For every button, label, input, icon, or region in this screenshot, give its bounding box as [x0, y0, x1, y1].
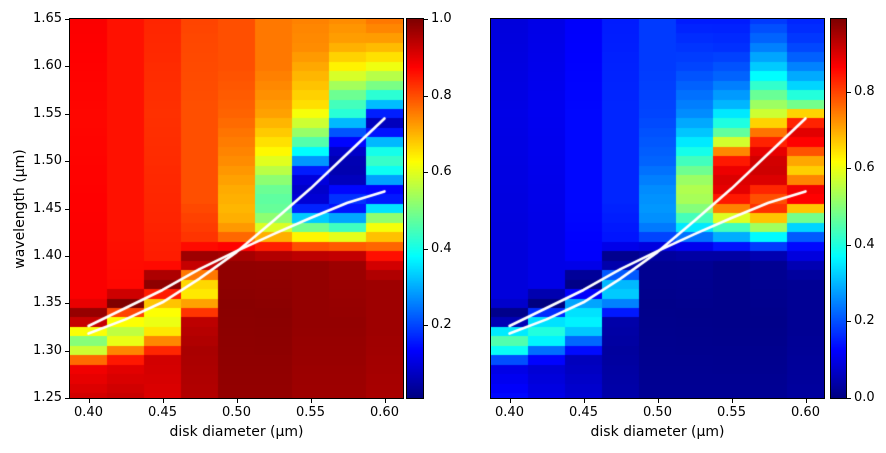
colorbar-tick-label: 0.4: [431, 240, 452, 256]
y-tick-label: 1.40: [33, 247, 62, 263]
x-tick-mark: [509, 399, 511, 403]
y-tick-label: 1.35: [33, 295, 62, 311]
colorbar-tick-mark: [424, 325, 428, 327]
colorbar-tick-label: 0.6: [854, 160, 875, 176]
y-tick-mark: [65, 113, 69, 115]
y-axis-label: wavelength (μm): [12, 148, 28, 269]
right-x-axis-label: disk diameter (μm): [590, 424, 725, 440]
y-tick-mark: [65, 208, 69, 210]
right-colorbar: [831, 19, 846, 398]
colorbar-tick-mark: [847, 398, 851, 399]
colorbar-tick-label: 0.6: [431, 164, 452, 180]
colorbar-tick-label: 0.2: [431, 317, 452, 333]
y-tick-label: 1.60: [33, 58, 62, 74]
y-tick-label: 1.55: [33, 105, 62, 121]
colorbar-tick-mark: [424, 19, 428, 20]
x-tick-mark: [731, 399, 733, 403]
y-tick-mark: [65, 398, 69, 399]
colorbar-tick-mark: [847, 91, 851, 93]
colorbar-tick-label: 0.8: [854, 83, 875, 99]
x-tick-label: 0.60: [370, 405, 399, 420]
x-tick-mark: [657, 399, 659, 403]
y-tick-mark: [65, 66, 69, 68]
x-tick-mark: [310, 399, 312, 403]
x-tick-mark: [384, 399, 386, 403]
left-colorbar: [407, 19, 423, 398]
x-tick-mark: [88, 399, 90, 403]
y-tick-label: 1.50: [33, 153, 62, 169]
colorbar-tick-mark: [847, 168, 851, 170]
x-tick-label: 0.60: [791, 405, 820, 420]
left-x-axis-label: disk diameter (μm): [169, 424, 304, 440]
x-tick-mark: [236, 399, 238, 403]
colorbar-tick-mark: [847, 244, 851, 246]
x-tick-label: 0.50: [222, 405, 251, 420]
x-tick-label: 0.40: [74, 405, 103, 420]
x-tick-label: 0.55: [296, 405, 325, 420]
x-tick-mark: [583, 399, 585, 403]
x-tick-label: 0.40: [495, 405, 524, 420]
y-tick-mark: [65, 19, 69, 20]
y-tick-label: 1.25: [33, 390, 62, 405]
y-tick-mark: [65, 161, 69, 163]
colorbar-tick-label: 0.2: [854, 313, 875, 329]
y-tick-label: 1.30: [33, 342, 62, 358]
y-tick-mark: [65, 303, 69, 305]
colorbar-tick-label: 0.8: [431, 87, 452, 103]
x-tick-mark: [162, 399, 164, 403]
x-tick-mark: [805, 399, 807, 403]
colorbar-tick-label: 1.0: [431, 11, 452, 26]
colorbar-tick-mark: [424, 95, 428, 97]
x-tick-label: 0.45: [569, 405, 598, 420]
colorbar-tick-mark: [847, 321, 851, 323]
y-tick-mark: [65, 350, 69, 352]
left-heatmap-canvas: [70, 19, 403, 398]
y-tick-label: 1.45: [33, 200, 62, 216]
colorbar-tick-label: 0.4: [854, 236, 875, 252]
x-tick-label: 0.50: [643, 405, 672, 420]
colorbar-tick-mark: [424, 248, 428, 250]
y-tick-label: 1.65: [33, 11, 62, 26]
x-tick-label: 0.55: [717, 405, 746, 420]
colorbar-tick-mark: [424, 172, 428, 174]
y-tick-mark: [65, 255, 69, 257]
x-tick-label: 0.45: [148, 405, 177, 420]
colorbar-tick-label: 0.0: [854, 390, 875, 405]
right-heatmap-canvas: [491, 19, 824, 398]
